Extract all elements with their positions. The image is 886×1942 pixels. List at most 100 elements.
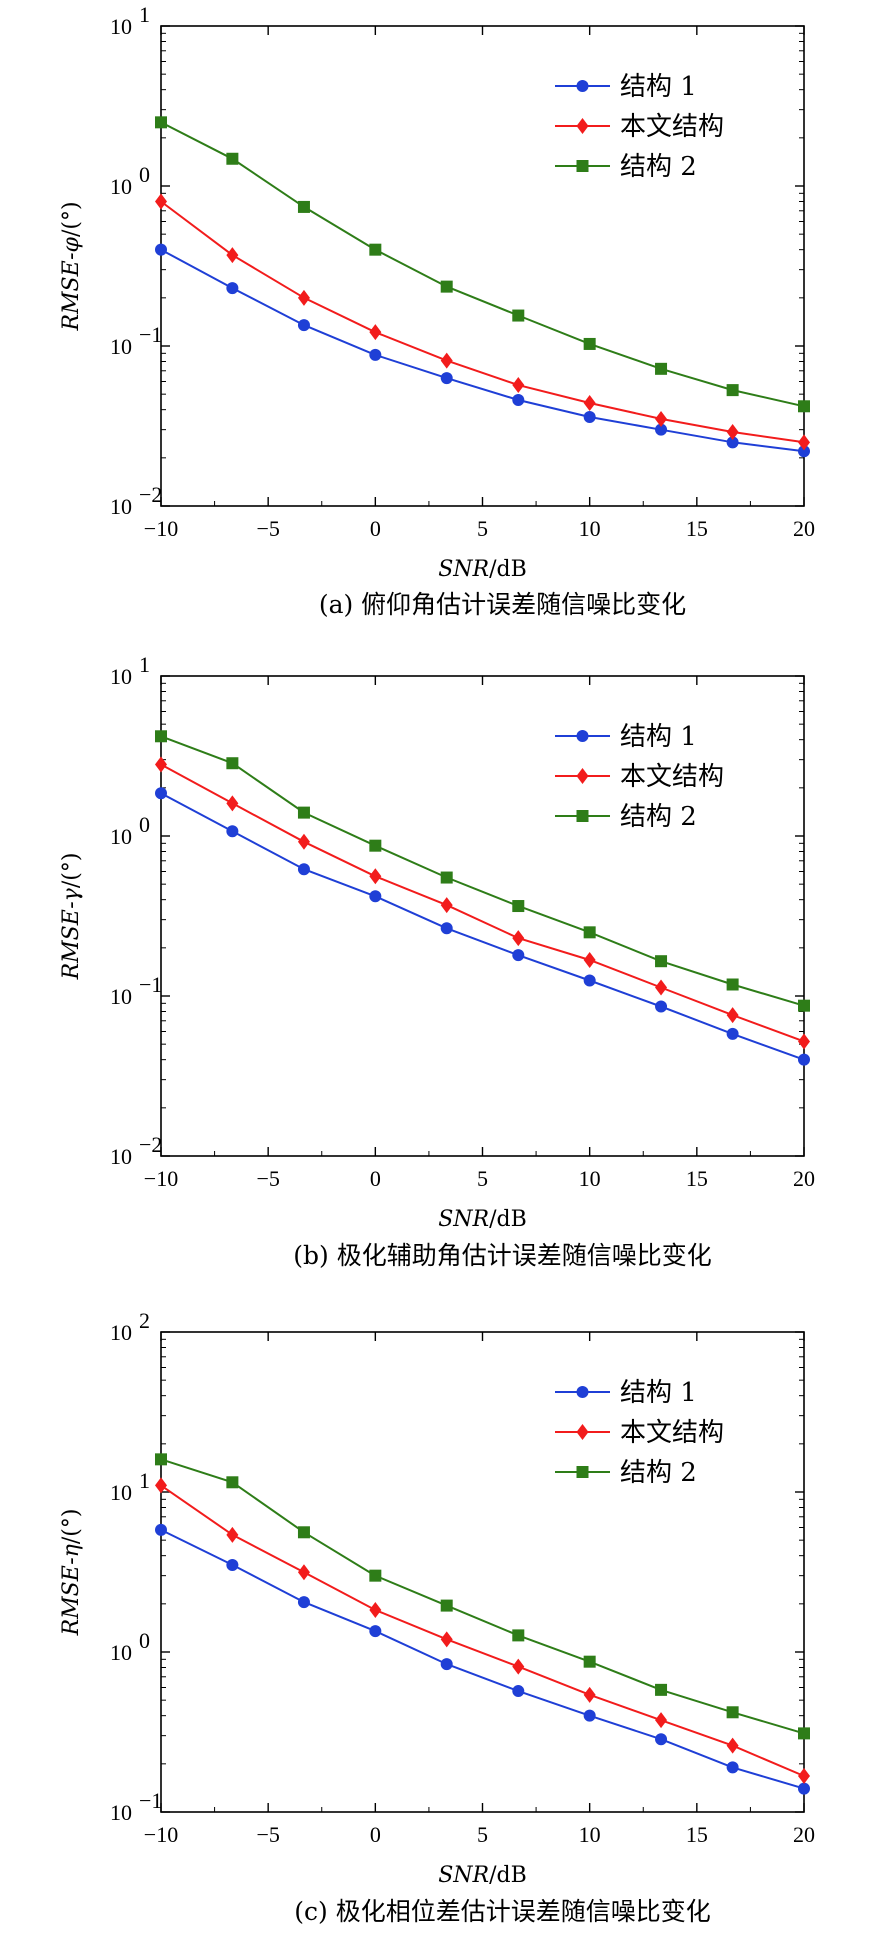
series-line [160, 1484, 805, 1777]
data-point [583, 395, 596, 412]
x-tick-label: 0 [370, 516, 381, 541]
data-point [655, 1683, 668, 1696]
data-point [226, 152, 239, 165]
plot-frame [160, 1331, 805, 1813]
data-point [297, 1526, 310, 1539]
data-point [226, 1476, 239, 1489]
data-point [512, 393, 525, 406]
y-tick-exponent: −2 [139, 1132, 162, 1157]
y-axis-label: RMSE-η/(°) [59, 1509, 84, 1637]
data-point [369, 890, 382, 903]
data-point [369, 324, 382, 341]
data-point [155, 116, 167, 129]
y-tick-label: 10 [110, 14, 132, 39]
x-axis-label: SNR/dB [438, 1207, 527, 1232]
data-point [226, 247, 239, 264]
y-tick-label: 10 [110, 984, 132, 1009]
x-tick-label: 20 [793, 1822, 815, 1847]
data-point [297, 1596, 310, 1609]
data-point [369, 1569, 382, 1582]
x-axis-label: SNR/dB [438, 1863, 527, 1888]
legend-marker [576, 1424, 589, 1440]
x-tick-label: −10 [144, 1822, 178, 1847]
x-tick-label: 20 [793, 516, 815, 541]
series-1 [155, 243, 810, 458]
data-point [655, 410, 668, 427]
data-point [512, 900, 525, 913]
data-point [583, 1655, 596, 1668]
legend-marker [576, 1386, 589, 1398]
x-tick-label: −5 [256, 516, 279, 541]
data-point [655, 1000, 668, 1013]
legend-marker [576, 118, 589, 134]
legend-marker [576, 80, 589, 92]
x-tick-label: 10 [579, 516, 601, 541]
legend-label: 结构 2 [620, 802, 697, 832]
x-tick-label: −5 [256, 1166, 279, 1191]
legend-marker [576, 160, 589, 172]
data-point [297, 319, 310, 332]
data-point [583, 337, 596, 350]
data-point [155, 193, 167, 210]
x-axis-label-unit: /dB [489, 1863, 527, 1888]
legend-label: 结构 1 [620, 722, 697, 752]
series-line [160, 248, 805, 453]
y-axis-label-symbol: γ [59, 887, 84, 901]
data-point [583, 1709, 596, 1722]
legend-label: 结构 2 [620, 152, 697, 182]
y-axis-label-suffix: /(°) [59, 1509, 84, 1545]
x-tick-label: 5 [477, 516, 488, 541]
series-line [160, 1529, 805, 1790]
y-axis-label-suffix: /(°) [59, 853, 84, 889]
data-point [155, 1477, 167, 1494]
x-tick-label: 15 [686, 1822, 708, 1847]
data-point [798, 434, 810, 451]
data-point [655, 955, 668, 968]
y-tick-label: 10 [110, 334, 132, 359]
data-point [226, 795, 239, 812]
data-point [369, 1625, 382, 1638]
y-tick-exponent: −2 [139, 482, 162, 507]
x-tick-label: 20 [793, 1166, 815, 1191]
x-tick-label: 10 [579, 1166, 601, 1191]
y-axis-label-prefix: RMSE- [59, 252, 84, 331]
data-point [726, 436, 739, 449]
data-point [512, 1629, 525, 1642]
data-point [440, 897, 453, 914]
data-point [297, 1564, 310, 1581]
y-axis-label-prefix: RMSE- [59, 1557, 84, 1636]
data-point [726, 384, 739, 397]
data-point [440, 1631, 453, 1648]
data-point [798, 1033, 810, 1050]
y-tick-exponent: 1 [139, 652, 150, 677]
data-point [726, 1761, 739, 1774]
legend-label: 本文结构 [620, 112, 724, 142]
plot-frame [160, 25, 805, 507]
x-axis-label-main: SNR [438, 557, 489, 582]
series-line [160, 200, 805, 444]
x-axis-label-main: SNR [438, 1863, 489, 1888]
y-tick-label: 10 [110, 1144, 132, 1169]
data-point [512, 1658, 525, 1675]
data-point [512, 377, 525, 394]
plot-frame [160, 675, 805, 1157]
data-point [155, 787, 167, 800]
x-tick-label: −5 [256, 1822, 279, 1847]
data-point [655, 979, 668, 996]
y-tick-label: 10 [110, 494, 132, 519]
data-point [369, 243, 382, 256]
data-point [512, 949, 525, 962]
legend-label: 本文结构 [620, 762, 724, 792]
data-point [226, 282, 239, 295]
legend-label: 结构 2 [620, 1458, 697, 1488]
y-tick-exponent: −1 [139, 322, 162, 347]
data-point [440, 372, 453, 385]
data-point [583, 974, 596, 987]
data-point [155, 1453, 167, 1466]
y-tick-exponent: 0 [139, 162, 150, 187]
data-point [440, 280, 453, 293]
